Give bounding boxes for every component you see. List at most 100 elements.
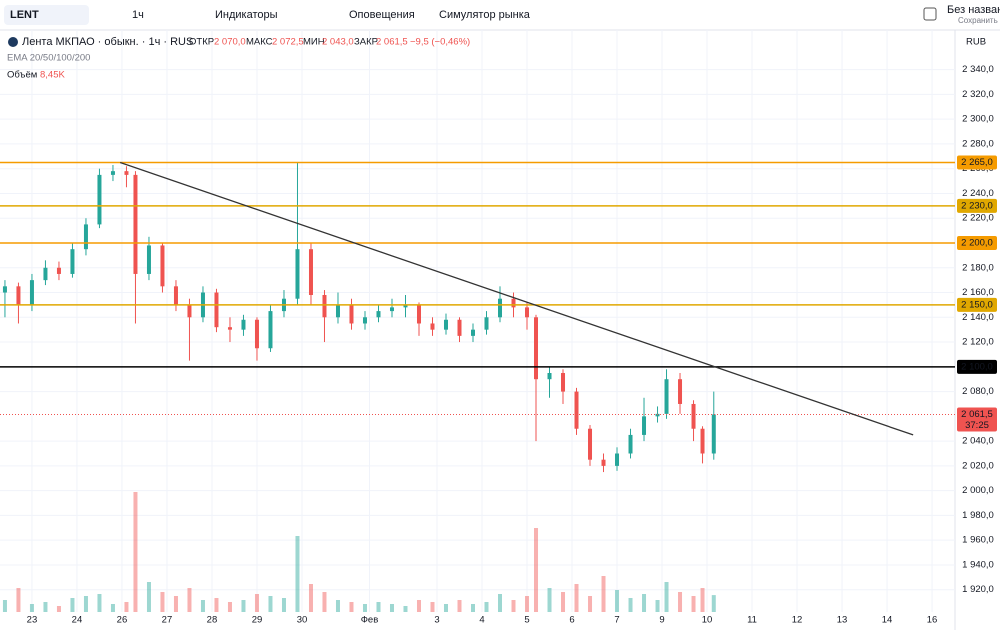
x-tick-label: 3 bbox=[434, 615, 439, 626]
candle-body bbox=[457, 319, 462, 336]
change: −9,5 (−0,46%) bbox=[410, 37, 470, 48]
candle-body bbox=[628, 434, 633, 454]
candle-body bbox=[430, 323, 435, 330]
y-tick-label: 2 080,0 bbox=[962, 386, 994, 397]
y-tick-label: 2 160,0 bbox=[962, 287, 994, 298]
volume-bar bbox=[628, 598, 633, 612]
replay[interactable]: Симулятор рынка bbox=[439, 9, 531, 21]
layout-name[interactable]: Без названия bbox=[947, 4, 1000, 16]
volume-bar bbox=[254, 594, 259, 612]
y-tick-label: 1 920,0 bbox=[962, 584, 994, 595]
volume-bar bbox=[268, 596, 273, 612]
indicators[interactable]: Индикаторы bbox=[215, 9, 278, 21]
y-tick-label: 2 180,0 bbox=[962, 262, 994, 273]
volume-bar bbox=[200, 600, 205, 612]
y-tick-label: 1 980,0 bbox=[962, 510, 994, 521]
volume-bar bbox=[498, 594, 503, 612]
candle-body bbox=[443, 319, 448, 330]
x-tick-label: 7 bbox=[614, 615, 619, 626]
volume-bar bbox=[430, 602, 435, 612]
y-tick-label: 2 300,0 bbox=[962, 114, 994, 125]
candle-body bbox=[214, 292, 219, 328]
x-tick-label: 28 bbox=[207, 615, 218, 626]
candle-body bbox=[601, 459, 606, 466]
volume-bar bbox=[711, 595, 716, 612]
candle-body bbox=[588, 428, 593, 460]
candle-body bbox=[56, 267, 61, 274]
save[interactable]: Сохранить bbox=[958, 16, 998, 25]
volume-bar bbox=[335, 600, 340, 612]
level-label: 2 150,0 bbox=[961, 299, 993, 310]
volume-bar bbox=[29, 604, 34, 612]
candle-body bbox=[416, 304, 421, 324]
instrument: Лента МКПАО · обыкн. · 1ч · RUS bbox=[22, 36, 193, 48]
high: 2 072,5 bbox=[272, 37, 304, 48]
candle-body bbox=[2, 286, 7, 293]
volume-bar bbox=[241, 600, 246, 612]
candle-body bbox=[389, 307, 394, 312]
candle-body bbox=[146, 245, 151, 274]
level-tag bbox=[957, 155, 997, 170]
candle-body bbox=[561, 373, 566, 392]
volume-bar bbox=[187, 588, 192, 612]
x-tick-label: Фев bbox=[361, 615, 379, 626]
volume-bar bbox=[281, 598, 286, 612]
plot bbox=[0, 30, 955, 612]
x-tick-label: 11 bbox=[747, 615, 757, 626]
volume-bar bbox=[16, 588, 21, 612]
y-tick-label: 2 240,0 bbox=[962, 188, 994, 199]
volume-bar bbox=[349, 602, 354, 612]
candle-body bbox=[403, 304, 408, 308]
volume-bar bbox=[97, 594, 102, 612]
x-tick-label: 23 bbox=[27, 615, 38, 626]
interval[interactable]: 1ч bbox=[132, 9, 144, 21]
y-tick-label: 2 120,0 bbox=[962, 337, 994, 348]
candle-body bbox=[484, 317, 489, 330]
volume-bar bbox=[214, 598, 219, 612]
level-label: 2 200,0 bbox=[961, 238, 993, 249]
volume-bar bbox=[443, 604, 448, 612]
level-tag bbox=[957, 235, 997, 250]
volume-bar bbox=[574, 584, 579, 612]
layout-checkbox[interactable] bbox=[923, 7, 937, 21]
candle-body bbox=[678, 379, 683, 404]
candle-body bbox=[295, 249, 300, 299]
x-tick-label: 9 bbox=[659, 615, 664, 626]
x-tick-label: 13 bbox=[837, 615, 848, 626]
symbol[interactable]: LENT bbox=[10, 9, 39, 21]
y-tick-label: 1 940,0 bbox=[962, 559, 994, 570]
volume-bar bbox=[403, 606, 408, 612]
x-tick-label: 4 bbox=[479, 615, 484, 626]
x-tick-label: 5 bbox=[524, 615, 529, 626]
candle-body bbox=[254, 319, 259, 349]
volume-label: Объём bbox=[7, 70, 37, 81]
candle-body bbox=[241, 319, 246, 330]
volume-bar bbox=[146, 582, 151, 612]
candle-body bbox=[160, 245, 165, 287]
close-label: ЗАКР bbox=[354, 37, 378, 48]
volume-bar bbox=[83, 596, 88, 612]
candle-body bbox=[376, 311, 381, 318]
y-tick-label: 2 040,0 bbox=[962, 436, 994, 447]
logo bbox=[8, 37, 18, 47]
volume-bar bbox=[678, 592, 683, 612]
x-tick-label: 24 bbox=[72, 615, 83, 626]
level-tag bbox=[957, 297, 997, 312]
low-label: МИН bbox=[303, 37, 325, 48]
volume-bar bbox=[227, 602, 232, 612]
volume-bar bbox=[615, 590, 620, 612]
candle-body bbox=[187, 304, 192, 318]
volume-bar bbox=[457, 600, 462, 612]
symbol-box[interactable] bbox=[4, 5, 89, 25]
candle-body bbox=[362, 317, 367, 324]
candle-body bbox=[308, 249, 313, 295]
volume-bar bbox=[2, 600, 7, 612]
x-tick-label: 16 bbox=[927, 615, 938, 626]
volume-bar bbox=[525, 596, 530, 612]
volume-bar bbox=[133, 492, 138, 612]
volume-bar bbox=[655, 600, 660, 612]
alerts[interactable]: Оповещения bbox=[349, 9, 415, 21]
volume-bar bbox=[691, 596, 696, 612]
high-label: МАКС bbox=[246, 37, 273, 48]
